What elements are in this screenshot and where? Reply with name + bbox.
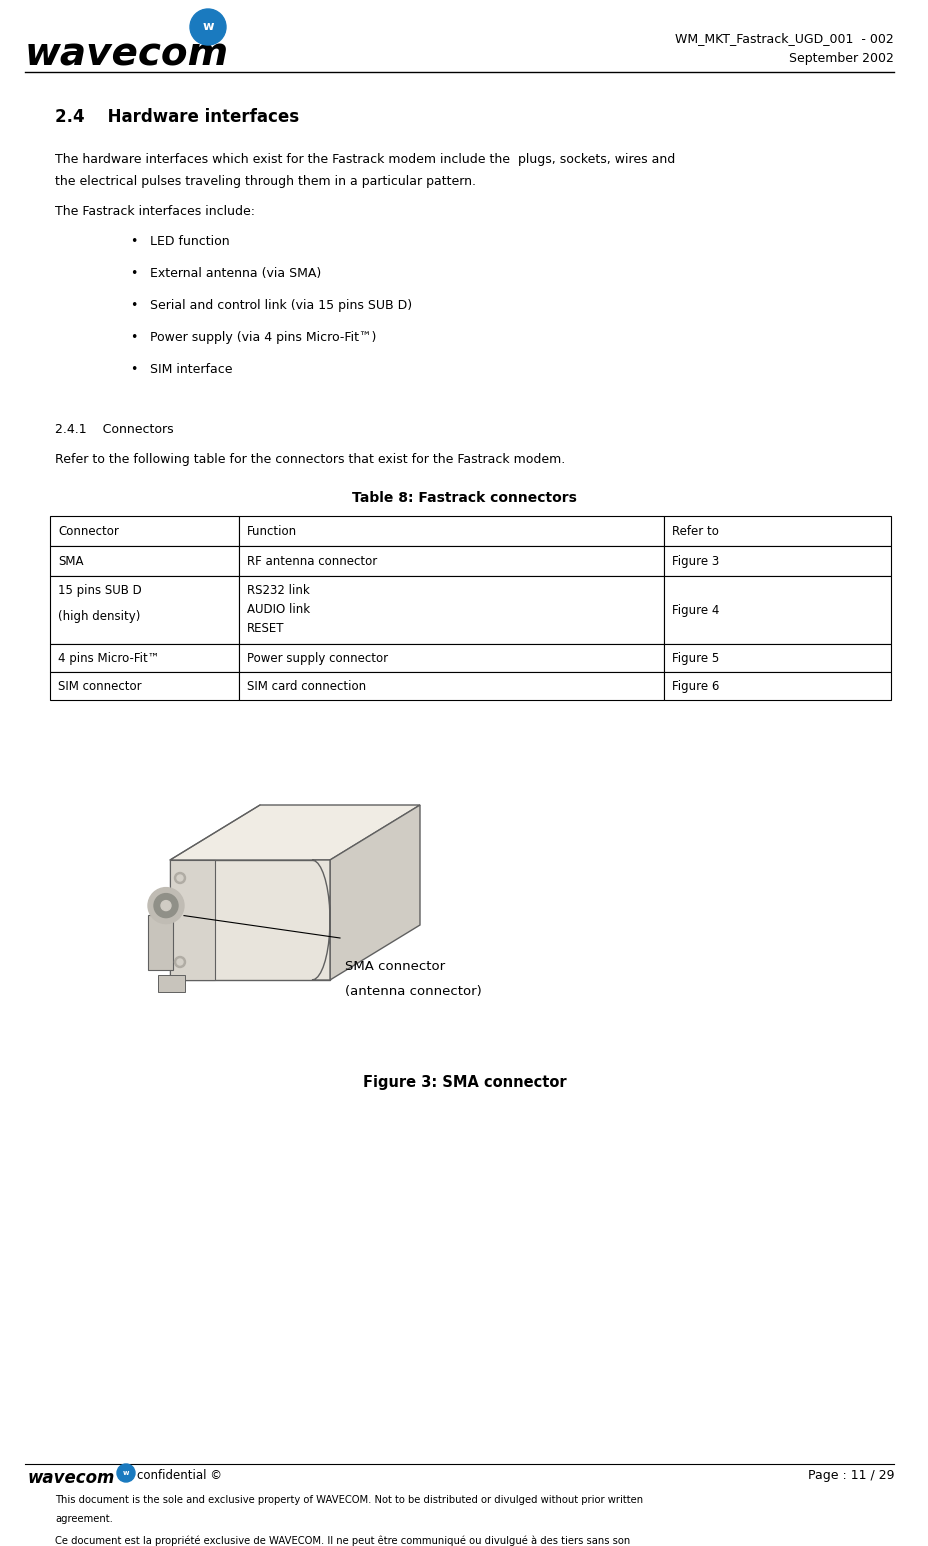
Bar [664,577,890,645]
Circle shape [174,957,186,968]
Text: Figure 5: Figure 5 [671,651,718,665]
Polygon shape [329,805,419,980]
Text: •: • [130,298,137,312]
Text: confidential ©: confidential © [136,1469,222,1483]
Circle shape [174,872,186,883]
Bar [50,577,239,645]
Bar [50,645,239,673]
Text: •: • [130,235,137,247]
Text: SIM card connection: SIM card connection [247,680,366,693]
Text: agreement.: agreement. [55,1514,113,1524]
Text: The Fastrack interfaces include:: The Fastrack interfaces include: [55,206,254,218]
Circle shape [117,1464,135,1483]
Text: RESET: RESET [247,621,284,634]
Text: Refer to: Refer to [671,524,718,538]
Text: September 2002: September 2002 [788,53,893,65]
Circle shape [177,959,183,965]
Text: Figure 4: Figure 4 [671,603,718,617]
Circle shape [177,875,183,881]
Text: •: • [130,363,137,376]
Bar [664,645,890,673]
Text: Connector: Connector [58,524,119,538]
Bar [50,516,239,546]
Bar [664,673,890,700]
Bar [239,577,664,645]
Bar [239,516,664,546]
Circle shape [190,9,226,45]
Bar [664,546,890,577]
Text: Refer to the following table for the connectors that exist for the Fastrack mode: Refer to the following table for the con… [55,453,564,465]
Text: AUDIO link: AUDIO link [247,603,310,615]
Text: This document is the sole and exclusive property of WAVECOM. Not to be distribut: This document is the sole and exclusive … [55,1495,642,1504]
Text: The hardware interfaces which exist for the Fastrack modem include the  plugs, s: The hardware interfaces which exist for … [55,153,675,165]
Text: Power supply (via 4 pins Micro-Fit™): Power supply (via 4 pins Micro-Fit™) [149,331,376,345]
Bar [664,516,890,546]
Circle shape [148,887,184,923]
Text: LED function: LED function [149,235,229,247]
Text: the electrical pulses traveling through them in a particular pattern.: the electrical pulses traveling through … [55,175,475,189]
Text: •: • [130,267,137,280]
Text: RS232 link: RS232 link [247,584,310,597]
Text: Table 8: Fastrack connectors: Table 8: Fastrack connectors [352,492,576,506]
Text: 2.4.1    Connectors: 2.4.1 Connectors [55,424,174,436]
Bar [170,860,214,980]
Text: •: • [130,331,137,345]
Text: w: w [122,1470,129,1476]
Text: w: w [202,20,213,34]
Text: External antenna (via SMA): External antenna (via SMA) [149,267,321,280]
Text: 2.4    Hardware interfaces: 2.4 Hardware interfaces [55,108,299,127]
Text: SIM interface: SIM interface [149,363,232,376]
Text: Ce document est la propriété exclusive de WAVECOM. Il ne peut être communiqué ou: Ce document est la propriété exclusive d… [55,1537,629,1546]
Text: (high density): (high density) [58,609,140,623]
Text: Figure 3: Figure 3 [671,555,718,567]
Polygon shape [170,805,419,860]
Bar [239,645,664,673]
Bar [148,915,173,969]
Circle shape [154,894,178,918]
Text: Figure 3: SMA connector: Figure 3: SMA connector [362,1074,566,1090]
Text: SIM connector: SIM connector [58,680,141,693]
Text: 4 pins Micro-Fit™: 4 pins Micro-Fit™ [58,651,160,665]
Polygon shape [170,860,329,980]
Text: SMA: SMA [58,555,84,567]
Text: RF antenna connector: RF antenna connector [247,555,377,567]
Text: Figure 6: Figure 6 [671,680,718,693]
Bar [239,673,664,700]
Text: WM_MKT_Fastrack_UGD_001  - 002: WM_MKT_Fastrack_UGD_001 - 002 [675,32,893,45]
Text: Serial and control link (via 15 pins SUB D): Serial and control link (via 15 pins SUB… [149,298,412,312]
Bar [50,546,239,577]
Text: wavecom: wavecom [25,36,229,74]
Bar [50,673,239,700]
Text: SMA connector: SMA connector [344,960,445,972]
Text: wavecom: wavecom [28,1469,115,1487]
Text: (antenna connector): (antenna connector) [344,985,482,999]
Text: Power supply connector: Power supply connector [247,651,388,665]
Text: 15 pins SUB D: 15 pins SUB D [58,584,142,597]
Bar [239,546,664,577]
Circle shape [161,901,171,911]
Text: Page : 11 / 29: Page : 11 / 29 [806,1469,893,1483]
Polygon shape [312,860,329,980]
Text: Function: Function [247,524,297,538]
Polygon shape [158,976,185,993]
